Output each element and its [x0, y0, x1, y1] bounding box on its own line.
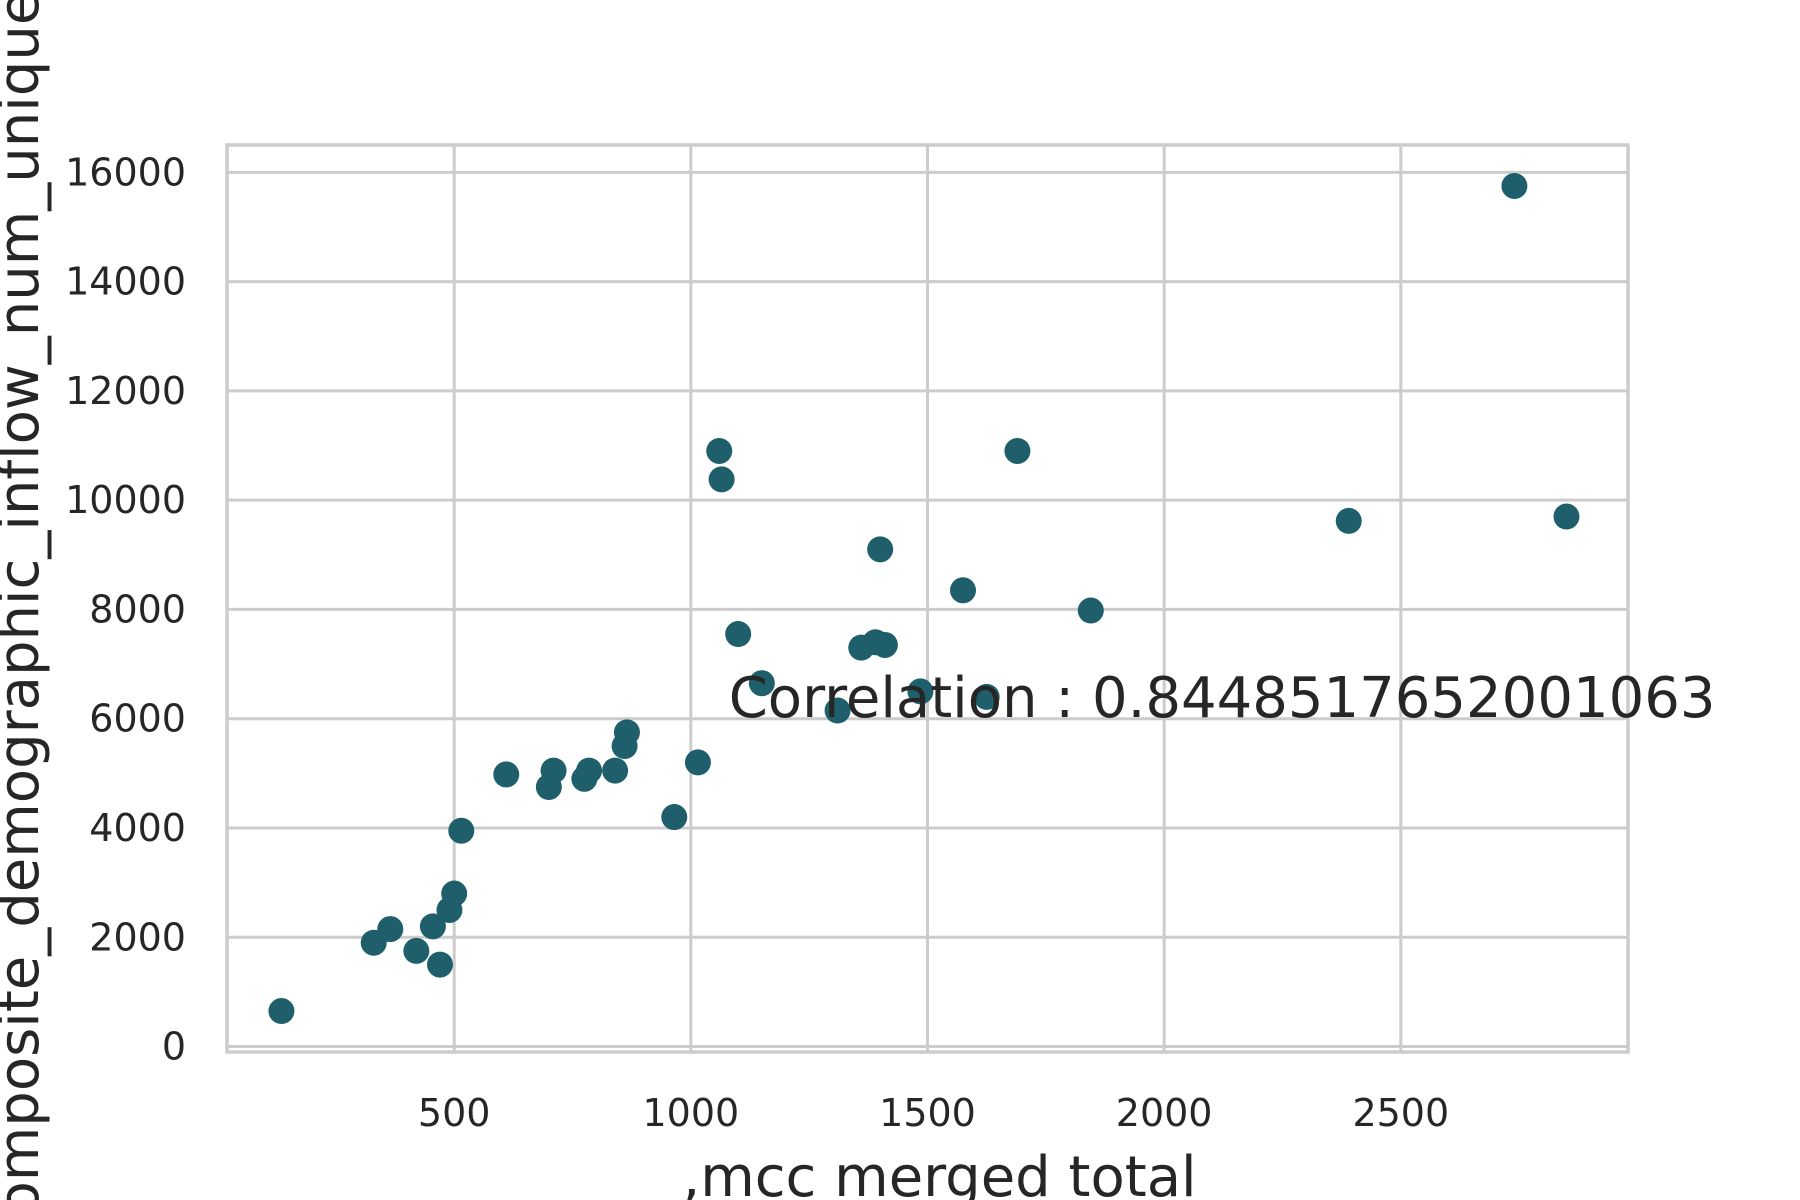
- scatter-point: [1335, 507, 1362, 534]
- scatter-point: [602, 757, 629, 784]
- y-tick-label: 8000: [89, 587, 186, 631]
- scatter-point: [973, 683, 1000, 710]
- x-tick-label: 1000: [642, 1091, 739, 1135]
- scatter-point: [867, 536, 894, 563]
- scatter-point: [1077, 597, 1104, 624]
- scatter-point: [871, 631, 898, 658]
- x-tick-label: 1500: [879, 1091, 976, 1135]
- y-tick-label: 6000: [89, 697, 186, 741]
- y-tick-label: 16000: [65, 150, 186, 194]
- correlation-annotation: Correlation : 0.8448517652001063: [729, 666, 1716, 731]
- x-tick-label: 500: [418, 1091, 491, 1135]
- y-tick-label: 10000: [65, 478, 186, 522]
- x-tick-labels: 500 1000 1500 2000 2500: [418, 1091, 1449, 1135]
- scatter-point: [824, 697, 851, 724]
- scatter-point: [748, 670, 775, 697]
- scatter-point: [706, 437, 733, 464]
- scatter-point: [403, 937, 430, 964]
- y-tick-label: 4000: [89, 806, 186, 850]
- x-tick-label: 2500: [1352, 1091, 1449, 1135]
- y-tick-labels: 0 2000 4000 6000 8000 10000 12000 14000 16000: [65, 150, 186, 1068]
- scatter-point: [576, 757, 603, 784]
- y-tick-label: 0: [162, 1025, 186, 1069]
- scatter-point: [493, 761, 520, 788]
- scatter-point: [907, 678, 934, 705]
- scatter-point: [419, 913, 446, 940]
- scatter-point: [613, 719, 640, 746]
- scatter-point: [1553, 503, 1580, 530]
- y-tick-label: 12000: [65, 369, 186, 413]
- scatter-point: [268, 998, 295, 1025]
- scatter-point: [661, 804, 688, 831]
- grid-lines: [227, 145, 1628, 1052]
- scatter-point: [1501, 172, 1528, 199]
- scatter-point: [540, 757, 567, 784]
- x-tick-label: 2000: [1116, 1091, 1213, 1135]
- scatter-point: [1004, 437, 1031, 464]
- y-tick-label: 2000: [89, 915, 186, 959]
- scatter-point: [426, 951, 453, 978]
- scatter-point: [684, 749, 711, 776]
- plot-frame: [225, 143, 1630, 1054]
- scatter-point: [377, 916, 404, 943]
- scatter-point: [725, 621, 752, 648]
- scatter-point: [448, 817, 475, 844]
- scatter-point: [708, 466, 735, 493]
- scatter-point: [441, 880, 468, 907]
- y-axis-label: composite_demographic_inflow_num_unique: [0, 0, 52, 1200]
- y-tick-label: 14000: [65, 260, 186, 304]
- scatter-points: [268, 172, 1580, 1025]
- scatter-point: [949, 577, 976, 604]
- x-axis-label: ,mcc merged total: [682, 1145, 1196, 1200]
